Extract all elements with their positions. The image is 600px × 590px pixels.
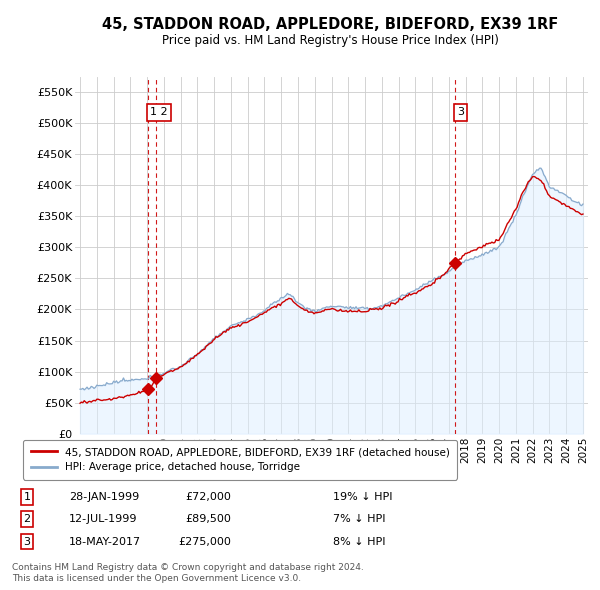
Text: £89,500: £89,500 bbox=[185, 514, 231, 524]
Text: 18-MAY-2017: 18-MAY-2017 bbox=[69, 537, 141, 546]
Text: £275,000: £275,000 bbox=[178, 537, 231, 546]
Text: £72,000: £72,000 bbox=[185, 492, 231, 502]
Text: 2: 2 bbox=[23, 514, 31, 524]
Text: 12-JUL-1999: 12-JUL-1999 bbox=[69, 514, 137, 524]
Legend: 45, STADDON ROAD, APPLEDORE, BIDEFORD, EX39 1RF (detached house), HPI: Average p: 45, STADDON ROAD, APPLEDORE, BIDEFORD, E… bbox=[23, 440, 457, 480]
Text: 7% ↓ HPI: 7% ↓ HPI bbox=[333, 514, 386, 524]
Text: 1: 1 bbox=[23, 492, 31, 502]
Text: 45, STADDON ROAD, APPLEDORE, BIDEFORD, EX39 1RF: 45, STADDON ROAD, APPLEDORE, BIDEFORD, E… bbox=[102, 17, 558, 32]
Text: 3: 3 bbox=[23, 537, 31, 546]
Text: Price paid vs. HM Land Registry's House Price Index (HPI): Price paid vs. HM Land Registry's House … bbox=[161, 34, 499, 47]
Text: This data is licensed under the Open Government Licence v3.0.: This data is licensed under the Open Gov… bbox=[12, 573, 301, 583]
Text: 19% ↓ HPI: 19% ↓ HPI bbox=[333, 492, 392, 502]
Text: 1 2: 1 2 bbox=[150, 107, 168, 117]
Text: 8% ↓ HPI: 8% ↓ HPI bbox=[333, 537, 386, 546]
Text: Contains HM Land Registry data © Crown copyright and database right 2024.: Contains HM Land Registry data © Crown c… bbox=[12, 563, 364, 572]
Text: 28-JAN-1999: 28-JAN-1999 bbox=[69, 492, 139, 502]
Text: 3: 3 bbox=[457, 107, 464, 117]
